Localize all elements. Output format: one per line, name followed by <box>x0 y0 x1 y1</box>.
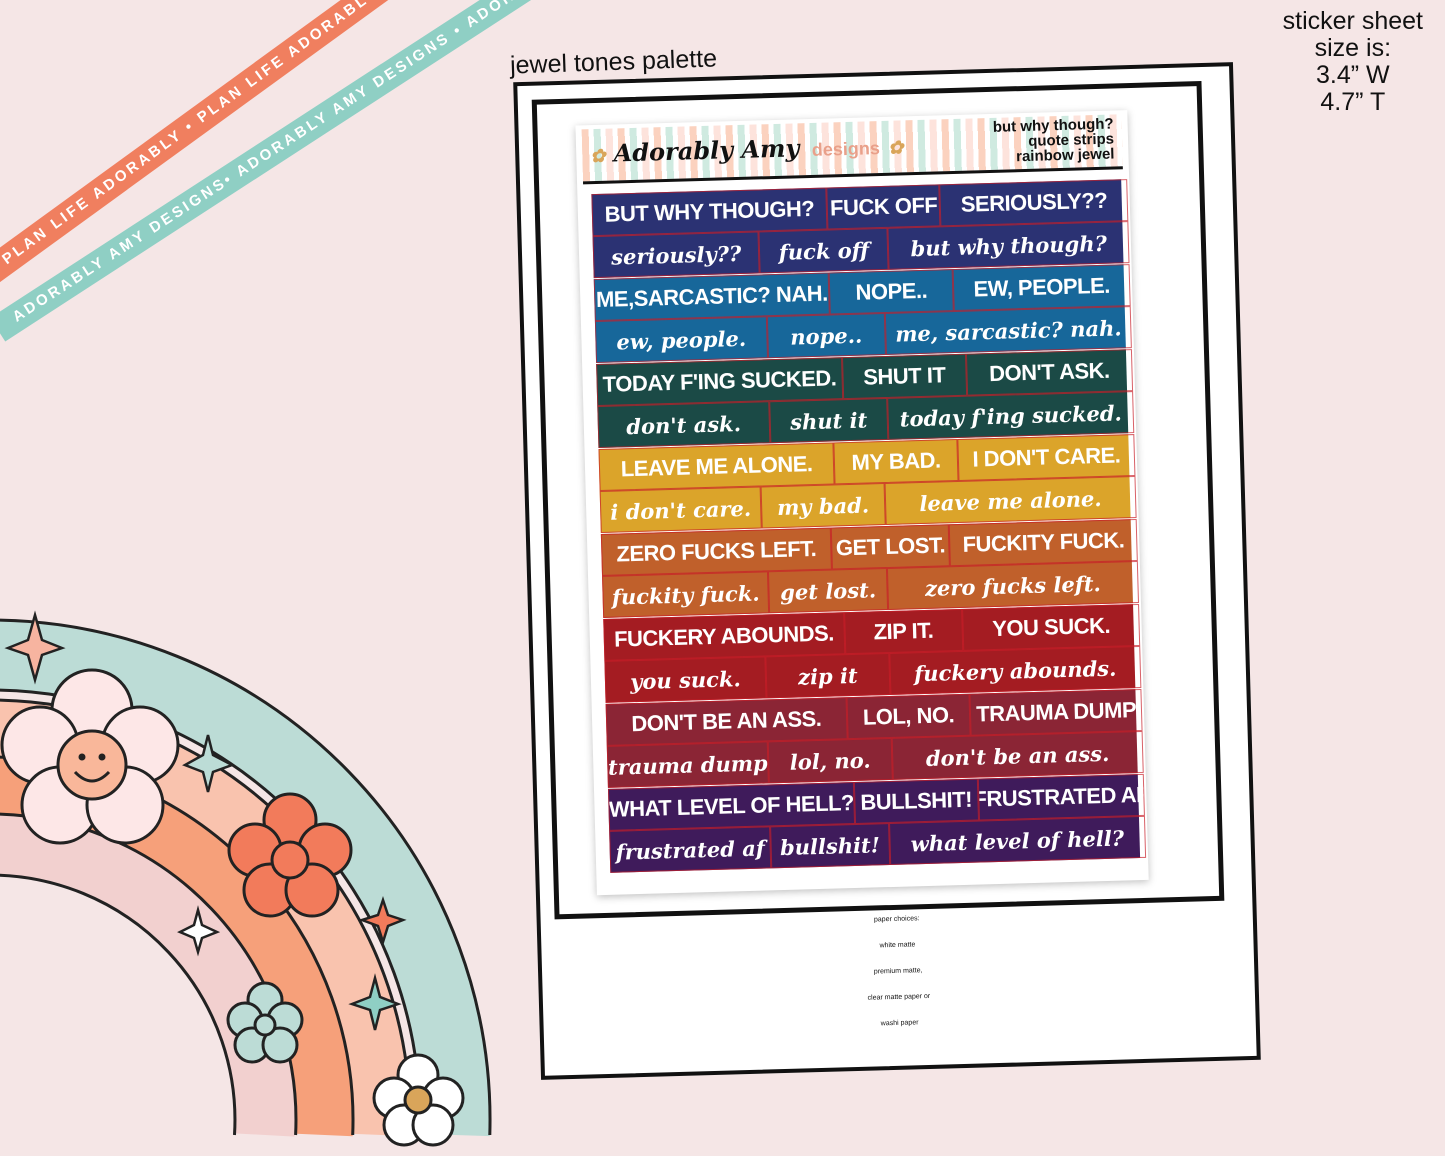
quote-sticker-script: what level of hell? <box>888 815 1147 866</box>
quote-sticker-script: frustrated af <box>609 826 772 873</box>
quote-sticker-caps: GET LOST. <box>830 524 951 570</box>
smiley-flower-icon <box>0 668 180 845</box>
size-line-1: sticker sheet <box>1282 7 1423 35</box>
sparkle-icon <box>177 905 221 957</box>
title-line: rainbow jewel <box>1015 145 1115 166</box>
quote-sticker-caps: LOL, NO. <box>846 693 972 740</box>
quote-strip-row: ME,SARCASTIC? NAH. NOPE.. EW, PEOPLE. ew, p… <box>593 264 1132 364</box>
sheet-header: ✿ Adorably Amy designs ✿ but why though?… <box>581 114 1123 185</box>
quote-sticker-caps: MY BAD. <box>833 438 959 485</box>
quote-sticker-script: lol, no. <box>767 737 893 784</box>
quote-sticker-caps: ZERO FUCKS LEFT. <box>600 527 832 576</box>
quote-sticker-caps: DON'T ASK. <box>965 349 1134 396</box>
quote-sticker-script: bullshit! <box>770 823 890 869</box>
plan-life-adorably-ribbon: PLAN LIFE ADORABLY • PLAN LIFE ADORABLY … <box>0 0 434 285</box>
quote-strip-row: WHAT LEVEL OF HELL? BULLSHIT! FRUSTRATED A… <box>607 773 1147 873</box>
quote-sticker-caps: FUCKITY FUCK. <box>949 519 1138 567</box>
paper-choice: white matte <box>879 941 916 950</box>
quote-sticker-caps: LEAVE ME ALONE. <box>598 442 835 491</box>
sparkle-icon <box>182 734 236 793</box>
quote-sticker-caps: WHAT LEVEL OF HELL? <box>607 782 855 831</box>
quote-sticker-script: leave me alone. <box>884 476 1137 526</box>
quote-sticker-script: you suck. <box>604 656 767 703</box>
sparkle-icon <box>348 973 402 1031</box>
quote-sticker-caps: BULLSHIT! <box>853 778 979 824</box>
quote-sticker-caps: FUCKERY ABOUNDS. <box>603 612 845 661</box>
rainbow-outline <box>0 618 492 1136</box>
rainbow-illustration <box>0 610 492 1147</box>
paper-choice: clear matte paper or <box>867 992 931 1002</box>
quote-sticker-caps: ME,SARCASTIC? NAH. <box>593 272 831 322</box>
sparkle-icon <box>4 610 66 685</box>
brand-logo: ✿ Adorably Amy designs ✿ <box>590 130 904 168</box>
sheet-frame: ✿ Adorably Amy designs ✿ but why though?… <box>531 81 1225 920</box>
quote-sticker-script: trauma dump <box>606 741 769 788</box>
quote-sticker-caps: FRUSTRATED AF <box>977 773 1145 821</box>
quote-sticker-script: get lost. <box>768 568 888 614</box>
paper-choice: washi paper <box>880 1019 919 1028</box>
quote-sticker-caps: DON'T BE AN ASS. <box>605 697 848 746</box>
quote-sticker-caps: SHUT IT <box>841 353 967 400</box>
sticker-size-label: sticker sheet size is: 3.4” W 4.7” T <box>1283 8 1423 116</box>
quote-sticker-script: fuckery abounds. <box>889 645 1142 695</box>
quote-sticker-script: zip it <box>765 652 891 699</box>
quote-sticker-script: zero fucks left. <box>886 560 1139 610</box>
quote-strips: BUT WHY THOUGH? FUCK OFF SERIOUSLY?? seriou… <box>591 179 1147 873</box>
mint-flower-icon <box>226 981 304 1064</box>
quote-sticker-caps: FUCK OFF <box>826 184 941 230</box>
daisy-icon: ✿ <box>590 145 606 168</box>
quote-strip-row: ZERO FUCKS LEFT. GET LOST. FUCKITY FUCK. fu… <box>600 519 1139 618</box>
quote-sticker-caps: TODAY F'ING SUCKED. <box>596 357 843 407</box>
quote-sticker-caps: NOPE.. <box>828 269 954 315</box>
quote-strip-row: LEAVE ME ALONE. MY BAD. I DON'T CARE. i don… <box>598 434 1137 533</box>
rainbow-outline <box>0 873 237 1136</box>
quote-sticker-script: me, sarcastic? nah. <box>884 306 1132 355</box>
paper-choice: premium matte, <box>873 967 923 976</box>
quote-sticker-caps: BUT WHY THOUGH? <box>591 187 828 237</box>
quote-sticker-script: nope.. <box>766 312 887 359</box>
size-height: 4.7” T <box>1320 88 1386 116</box>
size-line-2: size is: <box>1314 34 1392 62</box>
quote-sticker-script: fuckity fuck. <box>602 571 770 618</box>
sticker-sheet-mockup: ✿ Adorably Amy designs ✿ but why though?… <box>513 62 1261 1080</box>
quote-sticker-script: ew, people. <box>594 316 768 364</box>
quote-sticker-script: today f'ing sucked. <box>887 391 1135 440</box>
quote-sticker-caps: EW, PEOPLE. <box>952 264 1131 312</box>
quote-sticker-caps: I DON'T CARE. <box>957 434 1136 481</box>
sparkle-icon <box>358 896 407 947</box>
orange-flower-icon <box>227 792 353 918</box>
sheet-title: but why though? quote strips rainbow jew… <box>993 116 1115 166</box>
quote-sticker-caps: TRAUMA DUMP <box>969 688 1143 736</box>
brand-suffix: designs <box>811 138 881 160</box>
quote-sticker-script: shut it <box>768 397 889 444</box>
size-width: 3.4” W <box>1316 61 1390 89</box>
quote-strip-row: FUCKERY ABOUNDS. ZIP IT. YOU SUCK. you suck… <box>603 603 1142 703</box>
quote-strip-row: DON'T BE AN ASS. LOL, NO. TRAUMA DUMP traum… <box>605 688 1144 788</box>
rainbow-band-mint <box>0 620 491 1137</box>
quote-sticker-script: but why though? <box>887 221 1130 270</box>
brand-name: Adorably Amy <box>613 133 800 168</box>
quote-sticker-script: fuck off <box>758 227 890 274</box>
quote-sticker-caps: SERIOUSLY?? <box>939 179 1129 227</box>
palette-label: jewel tones palette <box>509 44 718 80</box>
quote-sticker-caps: ZIP IT. <box>843 608 964 655</box>
quote-strip-row: TODAY F'ING SUCKED. SHUT IT DON'T ASK. don'… <box>596 349 1135 449</box>
quote-sticker-caps: YOU SUCK. <box>962 603 1141 651</box>
quote-sticker-script: seriously?? <box>592 231 760 279</box>
quote-sticker-script: don't be an ass. <box>891 730 1144 780</box>
quote-sticker-script: i don't care. <box>599 486 762 533</box>
quote-sticker-script: don't ask. <box>597 401 770 449</box>
quote-sticker-script: my bad. <box>760 483 886 529</box>
quote-strip-row: BUT WHY THOUGH? FUCK OFF SERIOUSLY?? seriou… <box>591 179 1130 279</box>
sticker-sheet: ✿ Adorably Amy designs ✿ but why though?… <box>575 110 1149 896</box>
paper-choices: paper choices: white matte premium matte… <box>541 906 1256 1056</box>
daisy-icon: ✿ <box>887 137 904 159</box>
white-flower-icon <box>372 1053 465 1147</box>
